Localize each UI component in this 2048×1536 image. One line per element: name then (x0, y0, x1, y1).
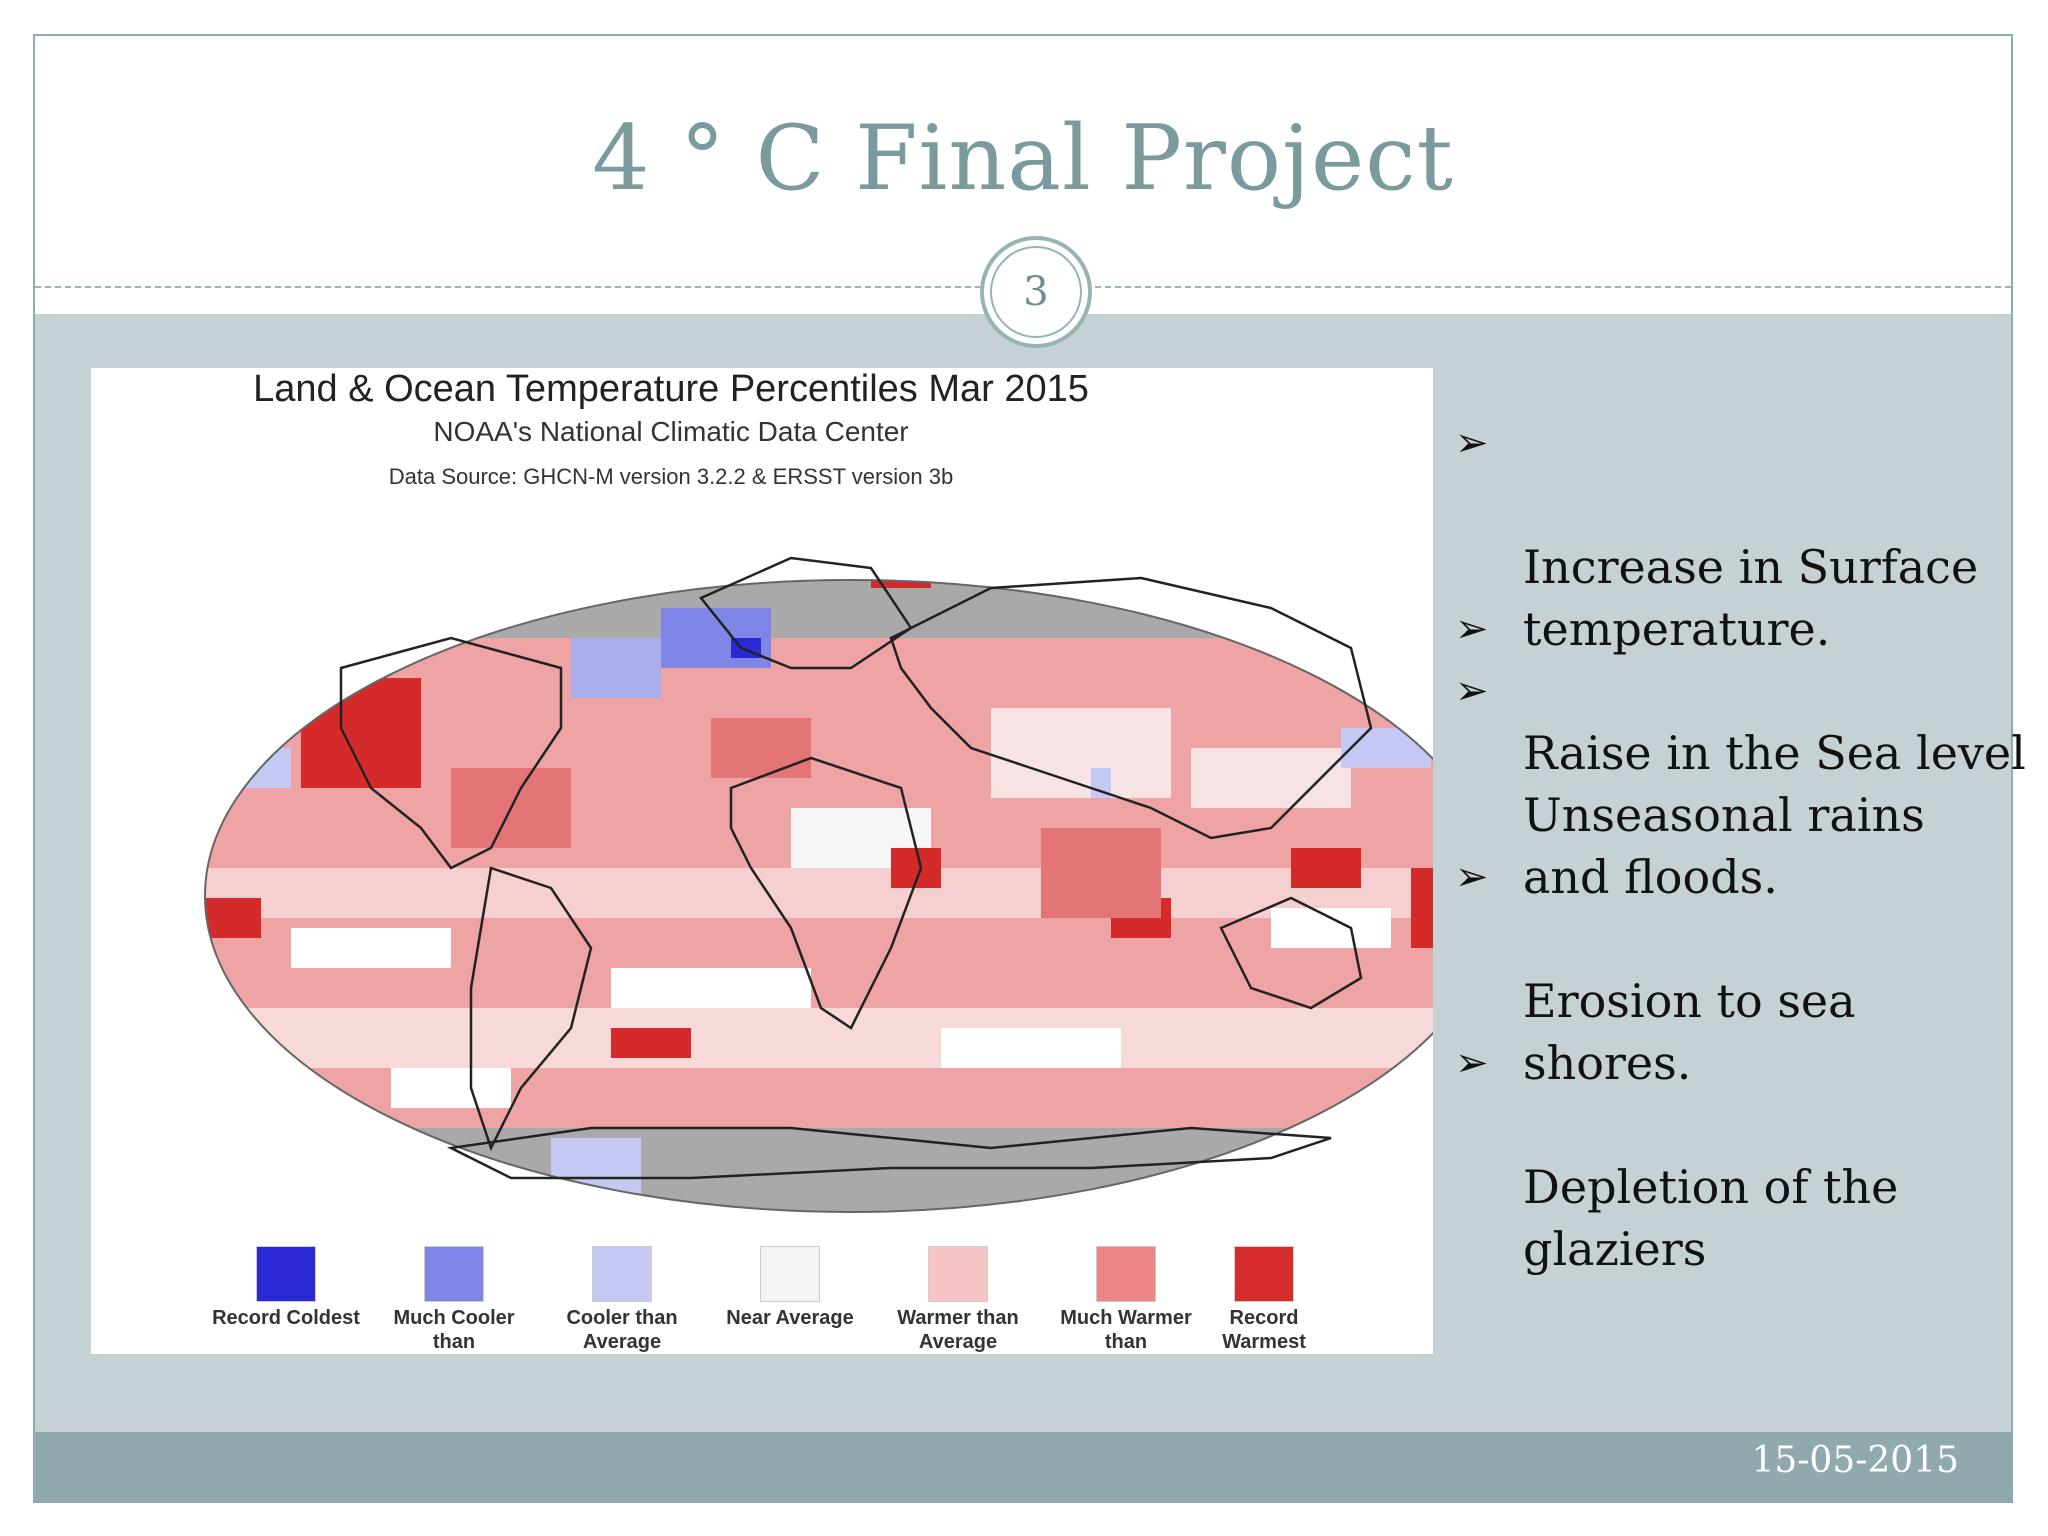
legend-swatch (760, 1246, 820, 1302)
legend-label: Much Cooler than (393, 1307, 515, 1353)
arrow-bullet-icon: ➢ (1455, 420, 1489, 466)
legend-label: Near Average (726, 1307, 854, 1329)
figure-title: Land & Ocean Temperature Percentiles Mar… (253, 368, 1089, 410)
bullet-item: ➢ Increase in Surface temperature. (1455, 412, 2048, 660)
bullet-text: Raise in the Sea level (1523, 726, 2026, 780)
bullet-text: Increase in Surface temperature. (1523, 540, 1979, 656)
footer-bar: 15-05-2015 (35, 1432, 2011, 1503)
legend-swatch (928, 1246, 988, 1302)
legend-label: Warmer than Average (897, 1307, 1019, 1353)
figure-source: Data Source: GHCN-M version 3.2.2 & ERSS… (388, 464, 954, 489)
legend-item-record-coldest: Record Coldest (211, 1246, 361, 1330)
legend-swatch (1096, 1246, 1156, 1302)
legend-label: Record Coldest (212, 1307, 360, 1329)
legend-swatch (256, 1246, 316, 1302)
bullet-text: Erosion to sea shores. (1523, 974, 1856, 1090)
page-number-badge: 3 (980, 236, 1092, 348)
legend-item-warmer: Warmer than Average (883, 1246, 1033, 1354)
legend-swatch (1234, 1246, 1294, 1302)
bullet-item: ➢ Depletion of the glaziers (1455, 1032, 2048, 1280)
arrow-bullet-icon: ➢ (1455, 854, 1489, 900)
legend-item-near-average: Near Average (715, 1246, 865, 1330)
world-map (204, 556, 1433, 1213)
continent-outlines (339, 556, 1373, 1180)
bullet-item: ➢ Erosion to sea shores. (1455, 846, 2048, 1094)
legend-label: Record Warmest (1222, 1307, 1306, 1353)
legend-item-much-cooler: Much Cooler than (379, 1246, 529, 1354)
bullet-text: Unseasonal rains and floods. (1523, 788, 1925, 904)
slide-title: 4 ° C Final Project (592, 106, 1454, 211)
legend-label: Much Warmer than (1060, 1307, 1192, 1353)
arrow-bullet-icon: ➢ (1455, 668, 1489, 714)
legend-label: Cooler than Average (566, 1307, 678, 1353)
legend-swatch (424, 1246, 484, 1302)
legend-swatch (592, 1246, 652, 1302)
temperature-map-figure: Land & Ocean Temperature Percentiles Mar… (91, 368, 1433, 1354)
arrow-bullet-icon: ➢ (1455, 1040, 1489, 1086)
bullet-item: ➢ Raise in the Sea level (1455, 598, 2048, 784)
slide: 4 ° C Final Project (33, 34, 2026, 1503)
legend-item-much-warmer: Much Warmer than (1051, 1246, 1201, 1354)
figure-subtitle: NOAA's National Climatic Data Center (433, 416, 909, 447)
footer-date: 15-05-2015 (1751, 1440, 1959, 1481)
legend-item-cooler: Cooler than Average (547, 1246, 697, 1354)
page-number: 3 (1023, 269, 1049, 315)
arrow-bullet-icon: ➢ (1455, 606, 1489, 652)
bullet-text: Depletion of the glaziers (1523, 1160, 1899, 1276)
bullet-item: ➢ Unseasonal rains and floods. (1455, 660, 2048, 908)
map-legend: Record Coldest Much Cooler than Cooler t… (211, 1246, 1311, 1354)
legend-item-record-warmest: Record Warmest (1219, 1246, 1309, 1354)
